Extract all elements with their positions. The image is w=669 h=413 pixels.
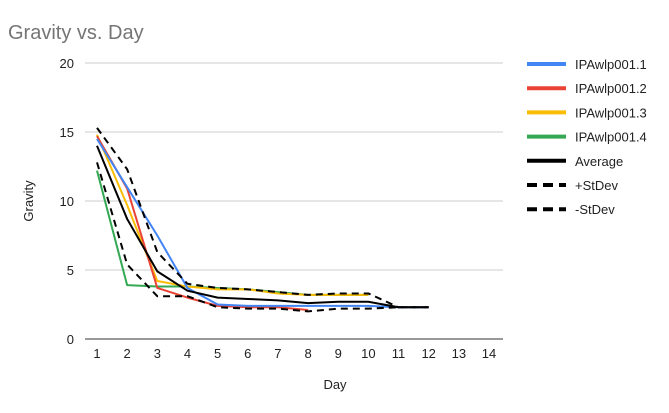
x-tick-label: 8 xyxy=(304,346,311,361)
x-tick-label: 1 xyxy=(93,346,100,361)
y-axis-label: Gravity xyxy=(21,180,36,222)
x-ticks: 1 2 3 4 5 6 7 8 9 10 11 12 13 14 xyxy=(93,346,496,361)
series-line-ipawlp001-3 xyxy=(96,134,369,296)
x-tick-label: 4 xyxy=(184,346,191,361)
grid xyxy=(85,62,503,340)
x-tick-label: 2 xyxy=(124,346,131,361)
x-tick-label: 11 xyxy=(392,346,406,361)
legend: IPAwlp001.1 IPAwlp001.2 IPAwlp001.3 IPAwlp0… xyxy=(527,57,647,217)
x-axis-label: Day xyxy=(323,377,347,392)
legend-label: Average xyxy=(575,154,623,169)
x-tick-label: 13 xyxy=(452,346,466,361)
legend-label: +StDev xyxy=(575,178,618,193)
y-ticks: 0 5 10 15 20 xyxy=(60,56,74,347)
series-line-average xyxy=(96,145,429,309)
legend-label: IPAwlp001.4 xyxy=(575,130,647,145)
x-tick-label: 6 xyxy=(244,346,251,361)
series-line-ipawlp001-1 xyxy=(96,138,429,309)
series-line--stdev xyxy=(96,162,429,313)
legend-label: IPAwlp001.2 xyxy=(575,81,647,96)
x-tick-label: 9 xyxy=(335,346,342,361)
x-tick-label: 3 xyxy=(154,346,161,361)
x-tick-label: 7 xyxy=(274,346,281,361)
legend-label: -StDev xyxy=(575,202,615,217)
x-tick-label: 14 xyxy=(482,346,496,361)
legend-label: IPAwlp001.3 xyxy=(575,105,647,120)
series-lines xyxy=(96,127,429,313)
y-tick-label: 0 xyxy=(67,332,74,347)
legend-label: IPAwlp001.1 xyxy=(575,57,647,72)
x-tick-label: 12 xyxy=(421,346,435,361)
y-tick-label: 15 xyxy=(60,125,74,140)
series-line--stdev xyxy=(96,127,429,309)
chart-title: Gravity vs. Day xyxy=(8,22,144,44)
x-tick-label: 5 xyxy=(214,346,221,361)
x-tick-label: 10 xyxy=(361,346,375,361)
y-tick-label: 10 xyxy=(60,194,74,209)
y-tick-label: 5 xyxy=(67,263,74,278)
y-tick-label: 20 xyxy=(60,56,74,71)
